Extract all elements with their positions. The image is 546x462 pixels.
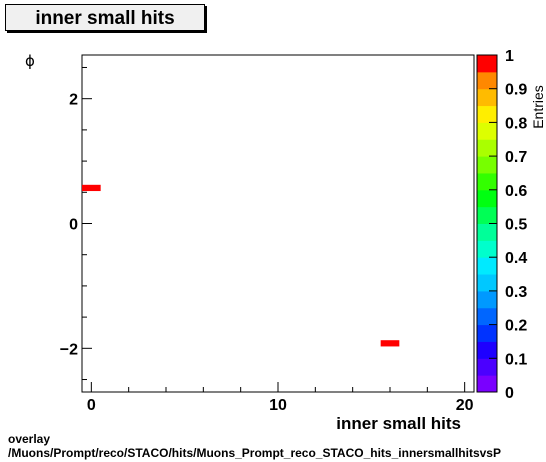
footer-line-1: overlay [8,432,51,446]
y-tick-label: 2 [69,92,78,109]
palette-cell [477,88,497,107]
z-tick-label: 0.2 [505,318,527,335]
palette-cell [477,105,497,123]
z-tick-label: 1 [505,48,514,65]
chart-title: inner small hits [35,8,175,29]
y-tick-label: 0 [69,217,78,234]
palette-cell [477,206,497,224]
palette-cell [477,290,497,309]
bin-0 [82,184,101,192]
x-axis: 0 10 20 [87,382,474,414]
palette-cell [477,307,497,326]
palette-cell [477,240,497,258]
palette-cell [477,172,497,191]
x-tick-label: 20 [456,397,474,414]
palette-cell [477,341,497,359]
palette-cell [477,156,497,174]
x-tick-label: 10 [269,397,287,414]
palette-cell [477,189,497,208]
z-tick-label: 0.1 [505,351,527,368]
z-tick-label: 0.9 [505,82,527,99]
palette-cell [477,122,497,140]
z-tick-label: 0.6 [505,183,527,200]
z-tick-label: 0.8 [505,115,527,132]
z-tick-label: 0.7 [505,149,527,166]
plot-frame [81,54,475,393]
x-axis-label: inner small hits [336,414,461,433]
bin-1 [380,340,400,347]
z-tick-label: 0 [505,385,514,402]
z-tick-label: 0.4 [505,250,527,267]
palette-cell [477,223,497,241]
color-palette: 0 0.1 0.2 0.3 0.4 0.5 0.6 0.7 0.8 0.9 1 [476,48,527,402]
x-tick-label: 0 [87,397,96,414]
footer-line-2: /Muons/Prompt/reco/STACO/hits/Muons_Prom… [8,446,501,460]
z-axis-label: Entries [530,85,546,129]
bins-layer [82,184,400,347]
palette-cell [477,324,497,342]
y-axis: −2 0 2 [60,66,92,381]
z-tick-label: 0.5 [505,217,527,234]
z-tick-label: 0.3 [505,284,527,301]
palette-cell [477,274,497,292]
palette-cell [477,375,497,393]
palette-cell [477,257,497,275]
y-tick-label: −2 [60,341,78,358]
y-axis-label: ϕ [25,52,35,70]
palette-cell [477,71,497,90]
chart-title-box: inner small hits [5,4,205,31]
palette-cell [477,358,497,376]
palette-cell [477,139,497,157]
palette-cell [477,55,497,73]
